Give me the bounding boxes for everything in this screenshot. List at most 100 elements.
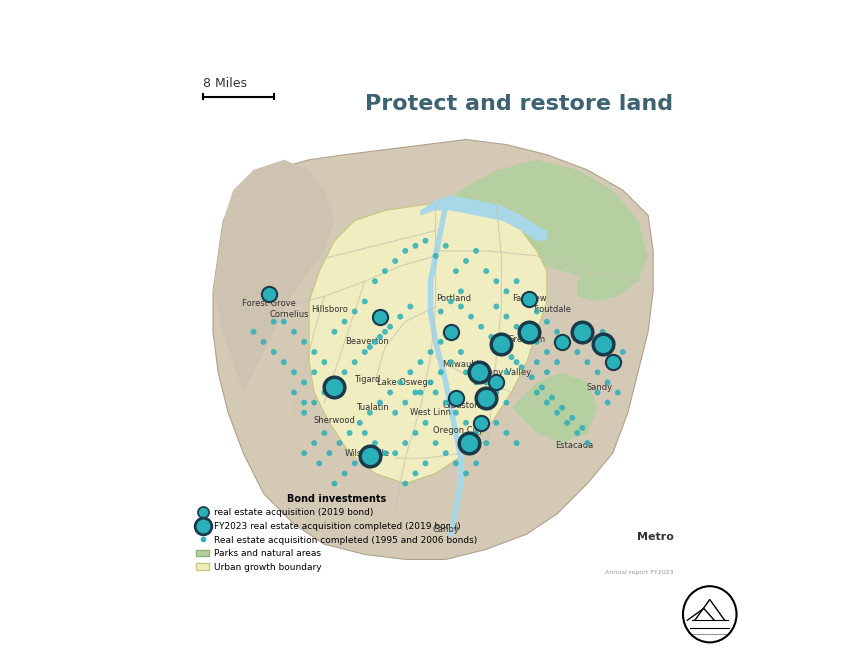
Point	[449, 407, 462, 418]
Point	[348, 357, 361, 367]
Point	[459, 418, 473, 428]
Point	[298, 397, 311, 408]
Point	[353, 418, 366, 428]
Point	[343, 428, 356, 438]
Point	[495, 342, 508, 352]
Point	[555, 336, 569, 347]
Point	[444, 327, 457, 337]
Point	[327, 382, 341, 393]
Point	[394, 311, 407, 322]
Point	[449, 392, 462, 403]
Point	[399, 246, 412, 256]
Point	[287, 387, 301, 397]
Point	[510, 321, 524, 332]
Point	[313, 458, 326, 468]
Point	[434, 306, 447, 317]
Point	[459, 468, 473, 479]
Point	[327, 478, 341, 489]
Point	[439, 448, 452, 459]
Text: Milwaukie: Milwaukie	[443, 360, 484, 369]
Point	[570, 347, 584, 357]
Point	[267, 317, 280, 327]
Point	[490, 418, 503, 428]
Point	[318, 357, 332, 367]
Point	[484, 332, 498, 342]
Point	[520, 296, 534, 307]
Point	[454, 347, 468, 357]
Point	[565, 413, 579, 423]
Point	[308, 397, 321, 408]
Polygon shape	[344, 266, 395, 332]
Point	[363, 453, 377, 464]
Point	[535, 382, 548, 393]
Point	[500, 311, 513, 322]
Point	[490, 301, 503, 312]
Point	[262, 288, 275, 299]
Point	[373, 332, 387, 342]
Point	[277, 357, 291, 367]
Point	[337, 317, 351, 327]
Text: Hillsboro: Hillsboro	[311, 305, 348, 313]
Point	[474, 321, 488, 332]
Point	[327, 377, 341, 388]
Point	[616, 347, 630, 357]
Text: Sherwood: Sherwood	[314, 416, 355, 425]
Point	[419, 235, 433, 246]
Point	[479, 377, 493, 388]
Point	[550, 407, 564, 418]
Text: Beaverton: Beaverton	[345, 338, 389, 346]
Point	[388, 256, 402, 266]
Point	[606, 336, 620, 347]
Point	[337, 367, 351, 378]
Point	[404, 301, 417, 312]
Point	[298, 377, 311, 388]
Point	[308, 367, 321, 378]
Point	[545, 392, 558, 403]
Point	[298, 336, 311, 347]
Point	[419, 418, 433, 428]
Point	[462, 438, 475, 448]
Point	[469, 428, 483, 438]
Point	[459, 256, 473, 266]
Point	[368, 276, 382, 286]
Point	[327, 382, 341, 393]
Text: Annual report FY2023: Annual report FY2023	[604, 570, 673, 575]
Point	[363, 451, 377, 461]
Point	[581, 357, 594, 367]
Point	[495, 336, 508, 347]
Point	[469, 246, 483, 256]
Text: Tigard: Tigard	[354, 375, 381, 384]
Point	[591, 387, 604, 397]
Point	[581, 438, 594, 448]
Point	[323, 448, 337, 459]
Point	[287, 327, 301, 337]
Point	[257, 336, 270, 347]
Text: Protect and restore land: Protect and restore land	[366, 94, 673, 114]
Point	[444, 327, 457, 337]
Point	[540, 367, 553, 378]
Polygon shape	[213, 139, 653, 560]
Point	[530, 336, 544, 347]
Point	[515, 362, 529, 373]
Point	[454, 286, 468, 296]
Point	[500, 286, 513, 296]
Text: West Linn: West Linn	[410, 408, 451, 417]
Point	[575, 327, 589, 337]
Text: Wilsonville: Wilsonville	[345, 449, 390, 458]
Point	[409, 428, 422, 438]
Point	[246, 327, 260, 337]
Point	[444, 296, 457, 307]
Point	[479, 392, 493, 403]
Point	[358, 428, 371, 438]
Point	[596, 339, 609, 350]
Point	[383, 321, 397, 332]
Point	[428, 438, 442, 448]
Point	[318, 428, 332, 438]
Point	[540, 317, 553, 327]
Point	[530, 357, 544, 367]
Text: Estacada: Estacada	[556, 441, 594, 450]
Point	[479, 392, 493, 403]
Polygon shape	[577, 240, 648, 302]
Point	[368, 438, 382, 448]
Point	[611, 357, 625, 367]
